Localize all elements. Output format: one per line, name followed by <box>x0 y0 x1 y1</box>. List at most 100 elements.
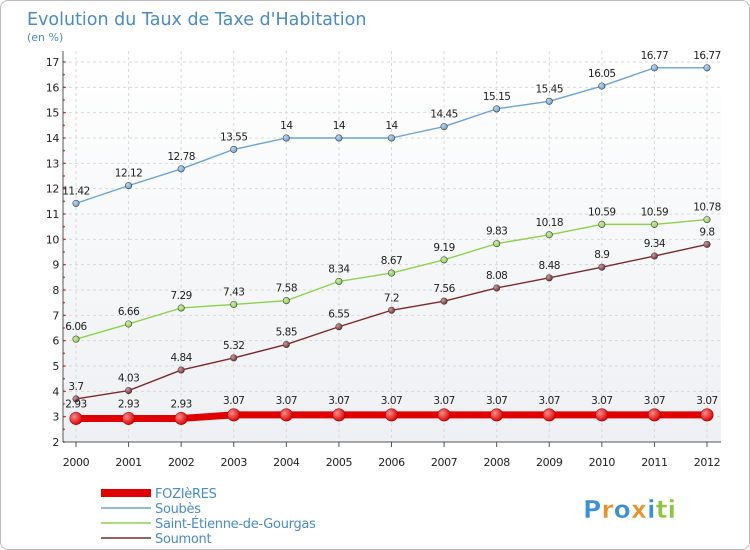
y-tick-label: 15 <box>46 107 60 120</box>
y-axis-dot <box>63 415 65 418</box>
y-tick-label: 16 <box>46 81 60 94</box>
data-point-shine <box>546 98 553 105</box>
x-tick-label: 2011 <box>641 456 667 469</box>
data-label: 3.07 <box>381 395 402 407</box>
data-label: 5.32 <box>223 340 244 352</box>
data-point-shine <box>177 165 185 173</box>
y-axis-dot <box>63 175 65 177</box>
x-tick-label: 2007 <box>431 456 458 469</box>
y-axis-dot <box>63 61 65 63</box>
chart-subtitle: (en %) <box>27 31 63 44</box>
y-axis-dot <box>63 377 65 380</box>
data-label: 3.07 <box>591 395 612 407</box>
logo-letter: i <box>668 495 677 524</box>
logo-letter: t <box>656 495 668 524</box>
x-tick-label: 2012 <box>694 456 720 469</box>
data-label: 3.07 <box>696 395 717 407</box>
y-axis-dot <box>63 238 65 241</box>
data-label: 13.55 <box>220 131 248 143</box>
data-point-shine <box>651 252 658 260</box>
data-label: 6.66 <box>118 306 140 318</box>
data-label: 16.77 <box>693 50 721 62</box>
data-label: 4.84 <box>170 352 192 364</box>
data-label: 9.8 <box>699 226 714 238</box>
data-point-shine <box>335 134 343 142</box>
data-point-shine <box>388 307 395 314</box>
data-label: 9.83 <box>486 226 507 238</box>
data-label: 11.42 <box>62 185 90 197</box>
data-point-shine <box>125 320 132 328</box>
x-tick-label: 2002 <box>168 456 194 469</box>
y-axis-dot <box>63 263 65 266</box>
data-point-shine <box>703 216 711 223</box>
chart-title: Evolution du Taux de Taxe d'Habitation <box>27 10 366 30</box>
data-label: 4.03 <box>118 373 139 385</box>
y-axis-dot <box>63 390 65 393</box>
x-tick-label: 2003 <box>221 456 248 469</box>
data-label: 14 <box>333 120 346 132</box>
legend-label: Saint-Étienne-de-Gourgas <box>155 516 316 532</box>
y-tick-label: 4 <box>52 385 59 398</box>
data-label: 14 <box>385 120 398 132</box>
data-point-shine <box>72 200 80 207</box>
data-point-shine <box>175 412 188 425</box>
y-axis-dot <box>63 111 65 114</box>
data-label: 7.2 <box>384 292 399 304</box>
data-label: 12.78 <box>167 151 195 163</box>
data-point-shine <box>438 408 451 421</box>
axes: 2 3 4 5 6 7 8 9 10 11 12 13 14 15 16 17 2000 2001 2002 2003… <box>46 51 721 469</box>
data-label: 3.07 <box>539 395 560 407</box>
data-label: 3.07 <box>433 395 454 407</box>
data-point-shine <box>493 240 500 247</box>
y-axis-dot <box>63 187 65 190</box>
data-label: 6.55 <box>328 309 349 321</box>
data-point-shine <box>598 264 606 271</box>
y-tick-label: 14 <box>46 132 60 145</box>
data-label: 15.45 <box>535 83 563 95</box>
y-axis-dot <box>63 225 65 228</box>
data-point-shine <box>703 241 711 248</box>
data-point-shine <box>598 221 606 228</box>
data-label: 9.19 <box>433 242 454 254</box>
data-point-shine <box>493 284 500 292</box>
logo-letter: r <box>601 495 614 524</box>
y-axis-dot <box>63 365 65 367</box>
data-label: 3.07 <box>328 395 349 407</box>
data-label: 6.06 <box>65 321 87 333</box>
data-point-shine <box>230 354 237 362</box>
data-label: 3.07 <box>486 395 507 407</box>
data-label: 3.07 <box>644 395 665 407</box>
x-tick-label: 2004 <box>273 456 300 469</box>
data-point-shine <box>701 408 713 421</box>
data-label: 8.9 <box>594 249 609 261</box>
y-tick-label: 8 <box>52 284 59 297</box>
y-axis-dot <box>63 99 65 101</box>
y-axis-dot <box>63 339 65 342</box>
data-label: 12.12 <box>115 168 143 180</box>
logo-letter: o <box>614 495 631 524</box>
y-tick-label: 9 <box>52 259 59 272</box>
data-label: 2.93 <box>118 398 139 410</box>
data-label: 5.85 <box>276 326 297 338</box>
logo-letter: x <box>631 495 647 524</box>
data-label: 3.07 <box>223 395 244 407</box>
y-tick-label: 12 <box>46 183 59 196</box>
y-axis-dot <box>63 301 65 304</box>
data-point-shine <box>651 221 658 228</box>
y-axis-dot <box>63 213 65 215</box>
y-tick-label: 10 <box>46 233 60 246</box>
data-label: 8.34 <box>328 263 350 275</box>
data-point-shine <box>125 182 132 189</box>
y-tick-label: 11 <box>46 208 59 221</box>
data-point-shine <box>388 269 395 277</box>
logo-letter: i <box>647 495 656 524</box>
data-point-shine <box>335 323 343 330</box>
data-point-shine <box>177 304 185 312</box>
x-tick-label: 2000 <box>63 456 90 469</box>
data-point-shine <box>230 146 237 153</box>
data-point-shine <box>388 134 395 142</box>
y-axis-dot <box>63 352 65 355</box>
data-labels: 11.42 12.12 12.78 13.55 14 14 14 14.45 15.15 15.4… <box>62 50 721 411</box>
